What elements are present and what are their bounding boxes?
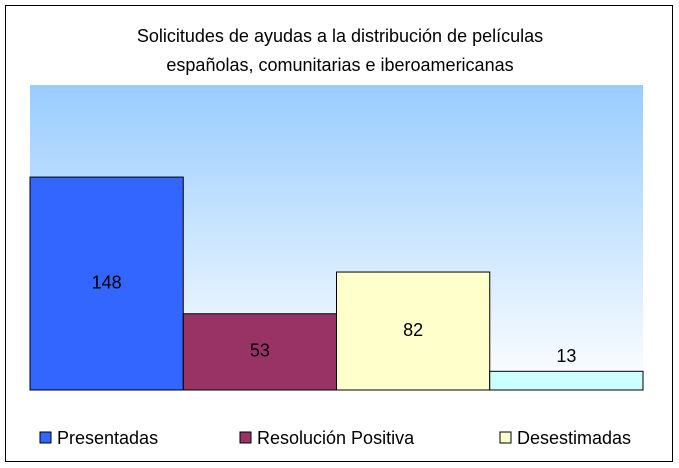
legend-swatch xyxy=(239,431,252,444)
legend-label: Resolución Positiva xyxy=(257,428,415,448)
legend-label: Presentadas xyxy=(57,428,158,448)
value-label: 53 xyxy=(250,341,270,361)
legend-swatch xyxy=(499,431,512,444)
bar xyxy=(489,370,644,391)
value-label: 148 xyxy=(92,272,122,292)
legend-swatch xyxy=(39,431,52,444)
chart-title: españolas, comunitarias e iberoamericana… xyxy=(166,55,513,75)
value-label: 13 xyxy=(556,346,576,366)
bar xyxy=(336,271,491,391)
bar xyxy=(182,313,337,391)
chart-title: Solicitudes de ayudas a la distribución … xyxy=(137,26,543,46)
legend-label: Desestimadas xyxy=(517,428,631,448)
bar xyxy=(29,176,184,391)
value-label: 82 xyxy=(403,320,423,340)
